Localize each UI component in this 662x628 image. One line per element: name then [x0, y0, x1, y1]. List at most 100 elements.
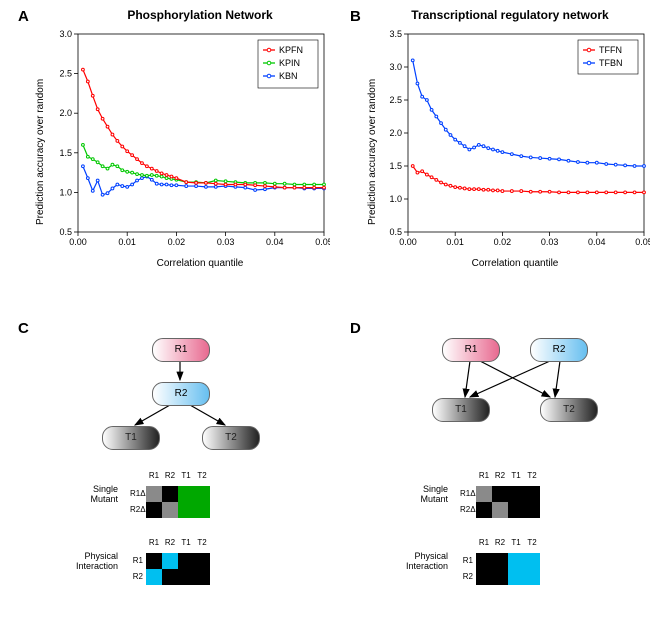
matrix-cell: [146, 486, 162, 502]
matrix-cell: [508, 569, 524, 585]
matrix-col-header: R2: [492, 537, 508, 549]
svg-text:1.5: 1.5: [59, 148, 72, 158]
matrix-col-header: T1: [508, 470, 524, 482]
panel-b-chart: 0.000.010.020.030.040.050.51.01.52.02.53…: [380, 28, 650, 258]
matrix-row-header: R1Δ: [460, 486, 476, 502]
matrix-col-header: R2: [492, 470, 508, 482]
matrix-cell: [162, 502, 178, 518]
svg-text:0.5: 0.5: [59, 227, 72, 237]
matrix-cell: [178, 486, 194, 502]
matrix-cell: [476, 553, 492, 569]
panel-label-d: D: [350, 320, 361, 337]
matrix-cell: [476, 502, 492, 518]
matrix-cell: [162, 569, 178, 585]
svg-text:3.0: 3.0: [389, 62, 402, 72]
label-d-single: Single Mutant: [388, 484, 448, 504]
matrix-cell: [162, 553, 178, 569]
matrix-cell: [524, 486, 540, 502]
matrix-c-physical: R1R2T1T2R1R2: [130, 537, 210, 585]
matrix-c-single: R1R2T1T2R1ΔR2Δ: [130, 470, 210, 518]
node-d-r2: R2: [530, 338, 588, 362]
matrix-row-header: R2Δ: [460, 502, 476, 518]
svg-text:0.5: 0.5: [389, 227, 402, 237]
matrix-cell: [162, 486, 178, 502]
matrix-col-header: R1: [476, 537, 492, 549]
matrix-col-header: T2: [524, 470, 540, 482]
matrix-row-header: R1: [460, 553, 476, 569]
panel-label-c: C: [18, 320, 29, 337]
matrix-cell: [194, 486, 210, 502]
panel-label-b: B: [350, 8, 361, 25]
panel-a-ylabel: Prediction accuracy over random: [35, 79, 46, 225]
matrix-col-header: T1: [178, 537, 194, 549]
matrix-d-physical: R1R2T1T2R1R2: [460, 537, 540, 585]
matrix-cell: [492, 553, 508, 569]
matrix-row-header: R1: [130, 553, 146, 569]
matrix-cell: [476, 569, 492, 585]
matrix-cell: [508, 502, 524, 518]
label-d-physical: Physical Interaction: [388, 551, 448, 571]
node-d-t2: T2: [540, 398, 598, 422]
panel-a-chart: 0.000.010.020.030.040.050.51.01.52.02.53…: [50, 28, 330, 258]
svg-text:0.04: 0.04: [588, 237, 606, 247]
matrix-row-header: R2Δ: [130, 502, 146, 518]
svg-text:0.00: 0.00: [69, 237, 87, 247]
svg-text:1.0: 1.0: [389, 194, 402, 204]
matrix-cell: [524, 569, 540, 585]
matrix-col-header: T2: [524, 537, 540, 549]
panel-a-title: Phosphorylation Network: [60, 8, 340, 22]
svg-text:2.0: 2.0: [389, 128, 402, 138]
node-c-r1: R1: [152, 338, 210, 362]
label-c-physical: Physical Interaction: [58, 551, 118, 571]
svg-text:3.0: 3.0: [59, 29, 72, 39]
svg-text:0.05: 0.05: [635, 237, 650, 247]
svg-text:0.00: 0.00: [399, 237, 417, 247]
svg-text:3.5: 3.5: [389, 29, 402, 39]
svg-text:1.0: 1.0: [59, 187, 72, 197]
matrix-cell: [492, 502, 508, 518]
svg-text:0.05: 0.05: [315, 237, 330, 247]
matrix-cell: [508, 553, 524, 569]
panel-b-title: Transcriptional regulatory network: [370, 8, 650, 22]
svg-text:1.5: 1.5: [389, 161, 402, 171]
matrix-cell: [476, 486, 492, 502]
figure-root: A B C D Phosphorylation Network Transcri…: [0, 0, 662, 628]
matrix-cell: [194, 553, 210, 569]
svg-text:2.0: 2.0: [59, 108, 72, 118]
matrix-row-header: R2: [130, 569, 146, 585]
matrix-col-header: R1: [146, 537, 162, 549]
matrix-d-single: R1R2T1T2 R1ΔR2Δ: [460, 470, 540, 518]
matrix-cell: [146, 569, 162, 585]
panel-b-xlabel: Correlation quantile: [395, 258, 635, 269]
matrix-col-header: T2: [194, 470, 210, 482]
matrix-col-header: T1: [508, 537, 524, 549]
node-c-r2: R2: [152, 382, 210, 406]
matrix-col-header: R1: [476, 470, 492, 482]
matrix-cell: [178, 502, 194, 518]
node-c-t2: T2: [202, 426, 260, 450]
matrix-cell: [194, 502, 210, 518]
label-c-single: Single Mutant: [58, 484, 118, 504]
svg-text:2.5: 2.5: [59, 69, 72, 79]
panel-b-ylabel: Prediction accuracy over random: [367, 79, 378, 225]
svg-text:KPFN: KPFN: [279, 45, 303, 55]
matrix-cell: [492, 486, 508, 502]
matrix-row-header: R1Δ: [130, 486, 146, 502]
matrix-cell: [508, 486, 524, 502]
svg-text:2.5: 2.5: [389, 95, 402, 105]
svg-text:0.01: 0.01: [118, 237, 136, 247]
svg-text:KPIN: KPIN: [279, 58, 300, 68]
panel-label-a: A: [18, 8, 29, 25]
matrix-col-header: R2: [162, 537, 178, 549]
matrix-cell: [178, 553, 194, 569]
svg-text:0.02: 0.02: [168, 237, 186, 247]
node-d-r1: R1: [442, 338, 500, 362]
svg-text:0.03: 0.03: [217, 237, 235, 247]
matrix-row-header: R2: [460, 569, 476, 585]
svg-text:KBN: KBN: [279, 71, 298, 81]
matrix-col-header: R2: [162, 470, 178, 482]
matrix-cell: [194, 569, 210, 585]
svg-text:0.03: 0.03: [541, 237, 559, 247]
matrix-cell: [178, 569, 194, 585]
panel-a-xlabel: Correlation quantile: [80, 258, 320, 269]
